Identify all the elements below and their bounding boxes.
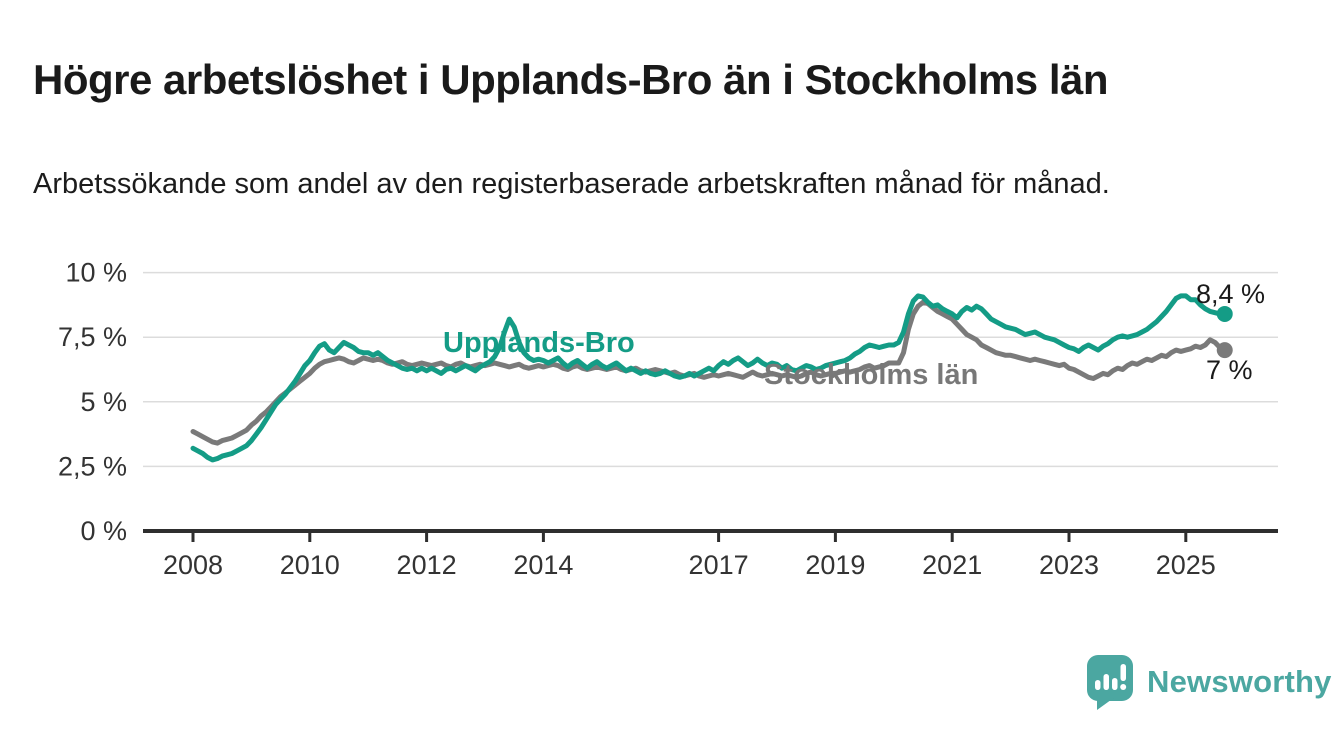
svg-text:2019: 2019 [805,550,865,580]
end-dot [1216,342,1233,359]
gridlines [143,271,1278,468]
brand-name: Newsworthy [1147,664,1332,699]
chart-subtitle: Arbetssökande som andel av den registerb… [33,168,1110,200]
svg-text:Stockholms län: Stockholms län [764,359,978,391]
series-stockholms-l-n [190,299,1233,446]
svg-text:10 %: 10 % [65,258,127,288]
y-axis-labels: 0 % 2,5 % 5 % 7,5 % 10 % [58,258,127,546]
page-title: Högre arbetslöshet i Upplands-Bro än i S… [33,56,1109,104]
svg-text:0 %: 0 % [80,516,127,546]
svg-text:2010: 2010 [280,550,340,580]
svg-text:5 %: 5 % [80,387,127,417]
series-upplands-bro [190,293,1233,463]
svg-text:2012: 2012 [397,550,457,580]
svg-text:2,5 %: 2,5 % [58,451,127,481]
x-axis: 2008 2010 2012 2014 2017 2019 2021 2023 2025 [143,529,1278,580]
svg-text:2014: 2014 [513,550,573,580]
svg-text:2017: 2017 [689,550,749,580]
newsworthy-logo-icon [1087,655,1133,710]
svg-text:8,4 %: 8,4 % [1196,279,1265,309]
svg-text:Upplands-Bro: Upplands-Bro [443,327,635,359]
svg-text:2021: 2021 [922,550,982,580]
brand-logo: Newsworthy [1085,653,1332,711]
svg-text:2023: 2023 [1039,550,1099,580]
svg-text:2025: 2025 [1156,550,1216,580]
end-dot [1216,305,1233,322]
svg-text:7 %: 7 % [1206,355,1253,385]
svg-text:7,5 %: 7,5 % [58,322,127,352]
annotations: Upplands-Bro Stockholms län 8,4 % 7 % [443,279,1265,391]
svg-text:2008: 2008 [163,550,223,580]
